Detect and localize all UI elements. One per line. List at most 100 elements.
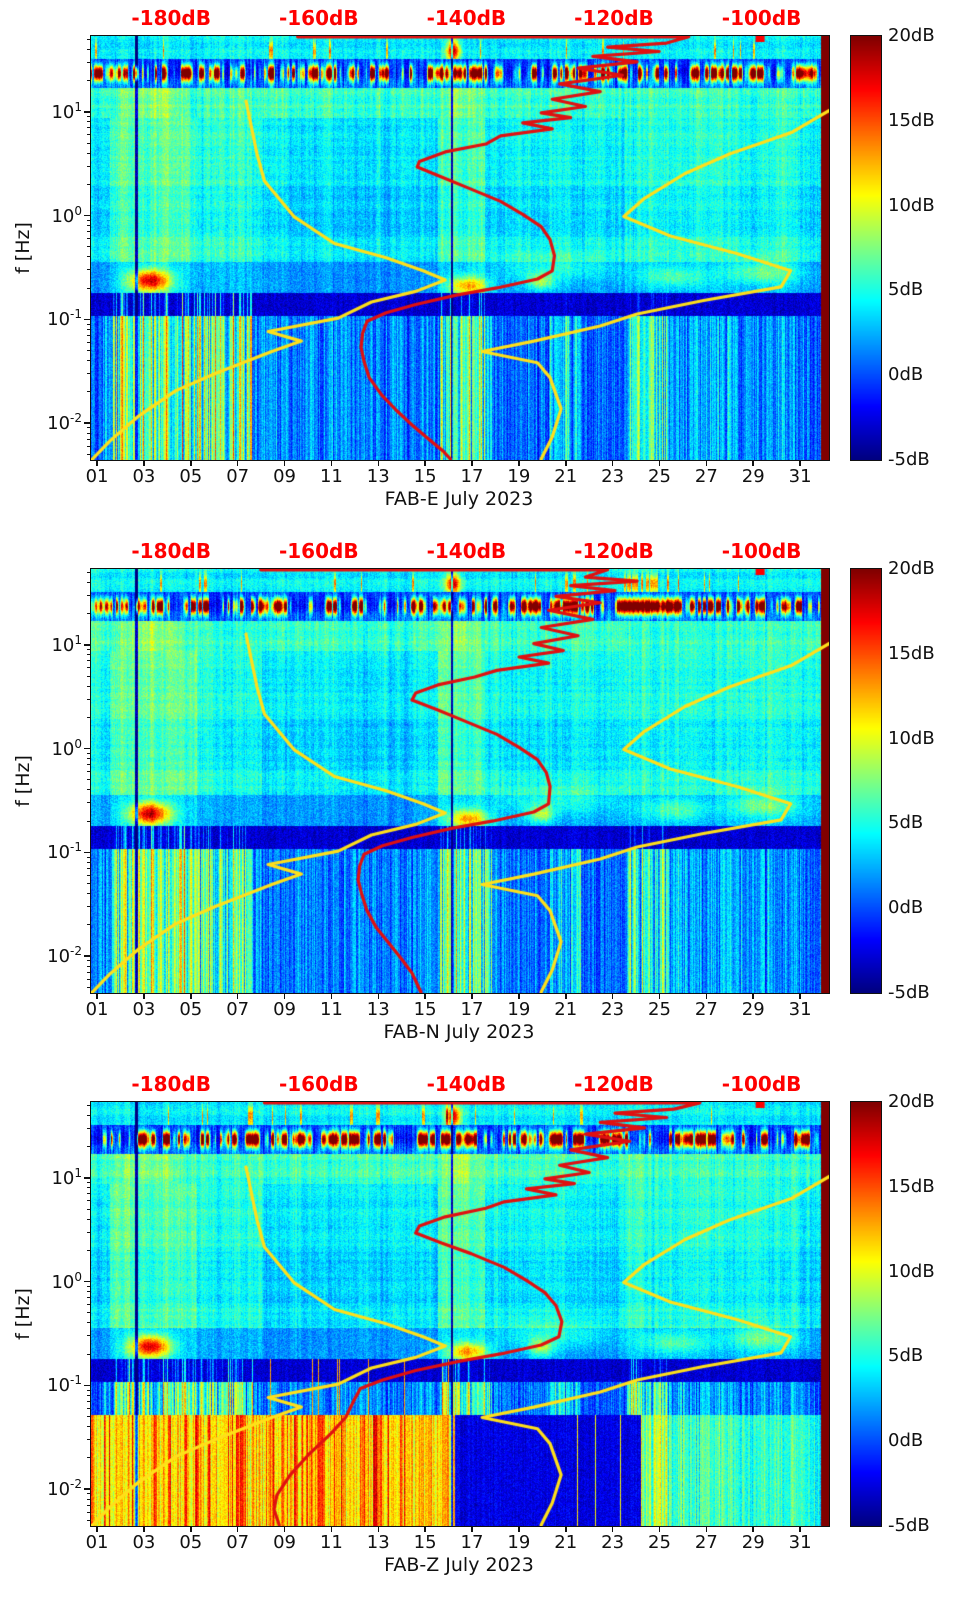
- y-minor-tick: [86, 1249, 90, 1251]
- y-minor-tick: [86, 667, 90, 669]
- y-minor-tick: [86, 61, 90, 63]
- x-tick-label: 05: [179, 466, 203, 487]
- x-tick: [190, 1526, 192, 1532]
- x-tick: [658, 460, 661, 466]
- y-minor-tick: [86, 675, 90, 677]
- spectrogram-canvas-n: [91, 569, 829, 993]
- x-tick: [330, 1526, 333, 1532]
- x-tick: [471, 993, 473, 999]
- x-tick-label: 21: [554, 1532, 578, 1553]
- x-tick-label: 03: [132, 1532, 156, 1553]
- y-minor-tick: [86, 269, 90, 271]
- y-minor-tick: [86, 752, 90, 754]
- colorbar-tick-label: 5dB: [888, 1345, 924, 1367]
- x-tick-label: 03: [132, 466, 156, 487]
- top-db-label: -180dB: [131, 6, 211, 30]
- x-tick-label: 09: [273, 466, 296, 487]
- x-tick: [190, 993, 192, 999]
- y-minor-tick: [86, 1353, 90, 1355]
- x-tick: [799, 993, 801, 999]
- y-minor-tick: [86, 334, 90, 336]
- x-tick: [611, 460, 614, 466]
- x-tick: [611, 993, 614, 999]
- x-tick: [611, 1526, 614, 1532]
- x-tick-label: 01: [85, 466, 109, 487]
- y-minor-tick: [86, 893, 90, 895]
- top-db-label: -100dB: [721, 6, 802, 30]
- x-tick: [377, 993, 379, 999]
- y-minor-tick: [86, 165, 90, 167]
- y-minor-tick: [86, 391, 90, 393]
- colorbar-tick-label: 15dB: [888, 109, 935, 131]
- x-tick: [330, 460, 333, 466]
- x-tick-label: 11: [319, 1532, 343, 1553]
- x-tick: [236, 1526, 239, 1532]
- y-minor-tick: [86, 978, 90, 980]
- y-minor-tick: [86, 1187, 90, 1189]
- panel-fab-z: f [Hz] FAB-Z July 2023 -180dB -160dB -140d…: [0, 1066, 962, 1599]
- x-tick-label: 09: [273, 1532, 296, 1553]
- y-minor-tick: [86, 685, 90, 687]
- y-minor-tick: [86, 1146, 90, 1148]
- y-minor-tick: [86, 231, 90, 233]
- x-tick: [752, 993, 754, 999]
- y-minor-tick: [86, 924, 90, 926]
- y-minor-tick: [86, 48, 90, 50]
- x-tick-label: 19: [507, 999, 531, 1020]
- x-tick-label: 09: [273, 999, 296, 1020]
- y-minor-tick: [86, 438, 90, 440]
- y-minor-tick: [86, 1218, 90, 1220]
- y-minor-tick: [86, 1335, 90, 1337]
- y-minor-tick: [86, 594, 90, 596]
- y-minor-tick: [86, 820, 90, 822]
- y-minor-tick: [86, 225, 90, 227]
- x-tick-label: 17: [460, 466, 484, 487]
- y-minor-tick: [86, 971, 90, 973]
- x-tick: [705, 1526, 708, 1532]
- spectrogram-plot-z: [90, 1101, 830, 1527]
- panel-fab-n: f [Hz] FAB-N July 2023 -180dB -160dB -140d…: [0, 533, 962, 1066]
- y-minor-tick: [86, 1457, 90, 1459]
- y-minor-tick: [86, 1400, 90, 1402]
- x-tick: [96, 993, 98, 999]
- spectrogram-plot-e: [90, 35, 830, 461]
- y-minor-tick: [86, 445, 90, 447]
- x-tick: [471, 1526, 473, 1532]
- x-tick: [518, 1526, 520, 1532]
- x-tick-label: 29: [741, 1532, 765, 1553]
- y-minor-tick: [86, 1407, 90, 1409]
- y-minor-tick: [86, 1504, 90, 1506]
- x-tick: [799, 1526, 801, 1532]
- y-minor-tick: [86, 1291, 90, 1293]
- y-minor-tick: [86, 856, 90, 858]
- x-tick: [236, 993, 239, 999]
- x-tick: [565, 1526, 567, 1532]
- y-minor-tick: [86, 1416, 90, 1417]
- y-minor-tick: [86, 219, 90, 221]
- x-tick: [96, 460, 98, 466]
- x-tick-label: 19: [507, 1532, 531, 1553]
- x-tick: [143, 993, 145, 999]
- x-tick-label: 31: [788, 999, 812, 1020]
- x-tick: [377, 460, 379, 466]
- y-tick: [84, 644, 90, 646]
- x-tick-label: 07: [226, 999, 250, 1020]
- y-minor-tick: [86, 1182, 90, 1184]
- colorbar-tick-label: 10dB: [888, 1260, 935, 1282]
- y-minor-tick: [86, 1439, 90, 1441]
- colorbar-tick-label: 20dB: [888, 1091, 935, 1112]
- y-minor-tick: [86, 350, 90, 351]
- top-db-label: -180dB: [131, 539, 211, 563]
- y-tick-label: 101: [51, 1165, 82, 1189]
- x-tick-label: 17: [460, 1532, 484, 1553]
- y-minor-tick: [86, 758, 90, 760]
- y-tick-label: 100: [51, 1269, 82, 1293]
- y-minor-tick: [86, 287, 90, 289]
- y-minor-tick: [86, 1394, 90, 1396]
- x-tick: [658, 993, 661, 999]
- y-minor-tick: [86, 965, 90, 967]
- y-minor-tick: [86, 116, 90, 118]
- y-tick-label: 10-2: [47, 944, 82, 968]
- y-minor-tick: [86, 427, 90, 429]
- y-minor-tick: [86, 1208, 90, 1210]
